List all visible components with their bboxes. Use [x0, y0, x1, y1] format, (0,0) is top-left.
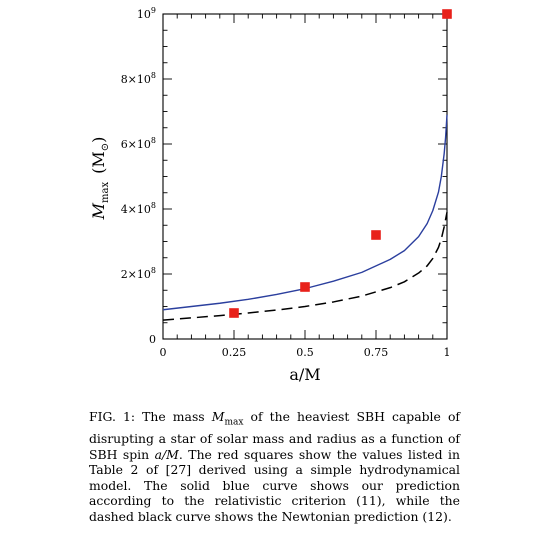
caption-spin-symbol: a/M	[154, 446, 179, 462]
x-tick-label: 0.25	[222, 346, 247, 359]
y-tick-label: 4×108	[121, 201, 156, 216]
caption-mass-sub: max	[224, 417, 244, 428]
x-axis-title: a/M	[289, 365, 320, 384]
y-axis-symbol-sub: max	[100, 182, 111, 203]
figure-caption: FIG. 1: The mass Mmax of the heaviest SB…	[89, 409, 460, 525]
series-line-solid	[162, 114, 448, 311]
chart: 0 0.25 0.5 0.75 1 0 2×108 4×108 6×108 8×108 109 a…	[89, 6, 452, 384]
x-tick-label: 0.5	[296, 346, 314, 359]
y-tick-label: 109	[137, 6, 156, 21]
x-tick-labels: 0 0.25 0.5 0.75 1	[160, 346, 451, 359]
y-axis-symbol: M	[89, 202, 108, 220]
y-axis-unit-sub: ⊙	[100, 143, 111, 151]
x-tick-label: 0	[160, 346, 167, 359]
data-point-square	[442, 9, 452, 19]
x-tick-label: 0.75	[364, 346, 389, 359]
series-layer	[162, 9, 452, 321]
series-line-dashed	[162, 212, 448, 321]
data-point-square	[229, 308, 239, 318]
caption-part2: of the heaviest SBH capable of disruptin…	[89, 409, 460, 462]
caption-mass-symbol: M	[211, 409, 225, 424]
y-tick-label: 0	[149, 333, 156, 346]
x-tick-label: 1	[444, 346, 451, 359]
y-axis-title: Mmax (M⊙)	[89, 137, 111, 221]
y-tick-label: 2×108	[121, 266, 156, 281]
y-axis-unit-close: )	[89, 137, 108, 143]
data-point-square	[371, 230, 381, 240]
caption-part3: . The red squares show the values listed…	[89, 446, 460, 525]
data-point-square	[300, 282, 310, 292]
caption-lead: FIG. 1: The mass	[89, 409, 212, 424]
axis-ticks	[162, 13, 448, 340]
y-axis-unit: (M	[89, 151, 108, 174]
y-tick-label: 6×108	[121, 136, 156, 151]
y-tick-label: 8×108	[121, 71, 156, 86]
y-tick-labels: 0 2×108 4×108 6×108 8×108 109	[121, 6, 156, 346]
